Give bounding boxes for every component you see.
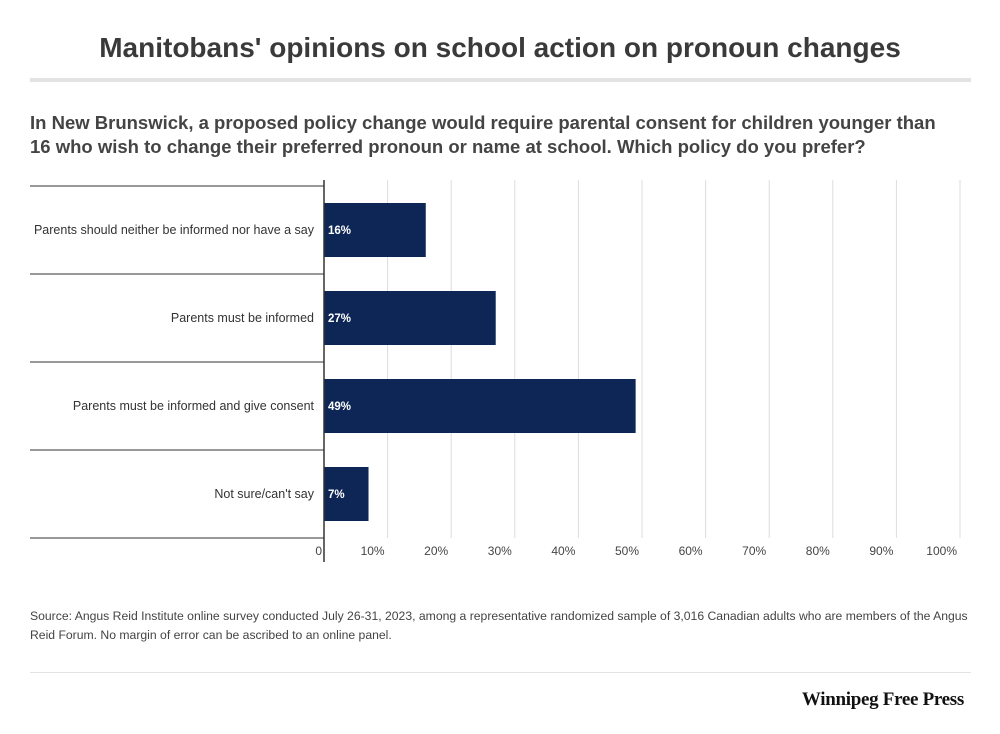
chart-title: Manitobans' opinions on school action on… [99, 32, 901, 63]
x-tick-label-0: 0 [315, 544, 322, 558]
x-tick-label-70: 70% [742, 544, 766, 558]
chart-subtitle: In New Brunswick, a proposed policy chan… [30, 112, 936, 157]
bar-3 [324, 467, 369, 521]
bar-1 [324, 291, 496, 345]
x-tick-label-60: 60% [679, 544, 703, 558]
x-tick-label-100: 100% [926, 544, 957, 558]
data-label-2: 49% [328, 401, 351, 413]
category-labels: Parents should neither be informed nor h… [34, 223, 315, 501]
title-divider [30, 78, 971, 82]
x-tick-label-30: 30% [488, 544, 512, 558]
x-tick-label-90: 90% [869, 544, 893, 558]
bars: 16% 27% 49% 7% [324, 203, 636, 521]
x-tick-label-10: 10% [361, 544, 385, 558]
category-separators [30, 185, 324, 539]
category-label-0: Parents should neither be informed nor h… [34, 223, 315, 237]
bar-2 [324, 379, 636, 433]
x-tick-label-40: 40% [551, 544, 575, 558]
category-label-1: Parents must be informed [171, 311, 314, 325]
category-label-2: Parents must be informed and give consen… [73, 399, 315, 413]
category-label-3: Not sure/can't say [214, 487, 314, 501]
source-note: Source: Angus Reid Institute online surv… [30, 609, 968, 642]
x-axis-tick-labels: 0 10% 20% 30% 40% 50% 60% 70% 80% 90% 100% [315, 544, 957, 558]
footer-divider [30, 672, 971, 673]
brand-logo: Winnipeg Free Press [801, 689, 964, 710]
bar-0 [324, 203, 426, 257]
data-label-3: 7% [328, 489, 345, 501]
x-tick-label-20: 20% [424, 544, 448, 558]
x-tick-label-80: 80% [806, 544, 830, 558]
data-label-1: 27% [328, 313, 351, 325]
data-label-0: 16% [328, 225, 351, 237]
bar-chart: 16% 27% 49% 7% Parents should neither be in… [30, 180, 961, 562]
grid-lines [387, 180, 961, 538]
x-tick-label-50: 50% [615, 544, 639, 558]
